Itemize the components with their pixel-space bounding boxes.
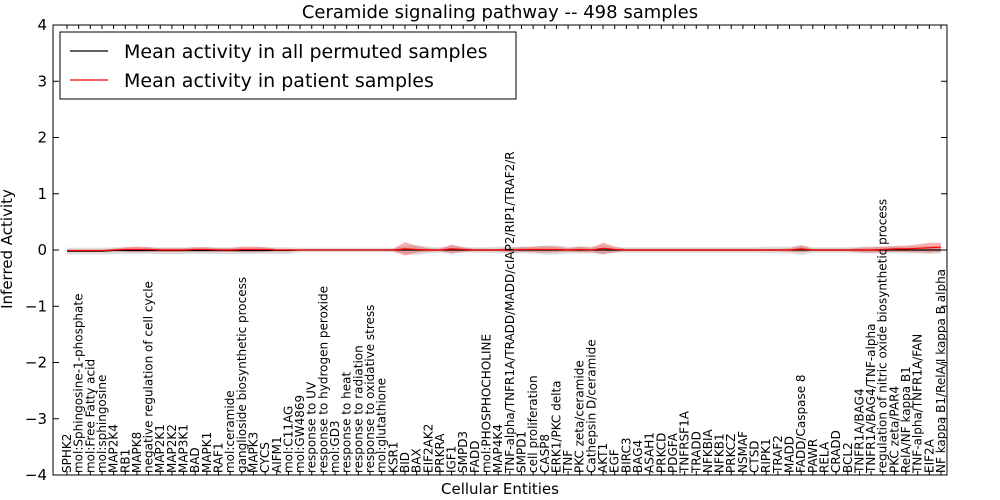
- x-tick-label: mol:Sphingosine-1-phosphate: [72, 294, 86, 474]
- legend-label-patient: Mean activity in patient samples: [124, 70, 434, 92]
- x-tick-label: mol:PHOSPHOCHOLINE: [480, 334, 494, 473]
- x-tick-label: MAPK1: [200, 432, 214, 473]
- x-tick-label: PAWR: [806, 439, 820, 473]
- x-tick-label: regulation of nitric oxide biosynthetic …: [876, 199, 890, 473]
- x-tick-label: response to UV: [305, 381, 319, 473]
- x-tick-label: EIF2AK2: [421, 424, 435, 473]
- x-tick-label: mol:GD3: [328, 420, 342, 473]
- x-tick-label: TNFR1A/BAG4/TNF-alpha: [864, 324, 878, 474]
- x-axis-tick-labels: SPHK2mol:Sphingosine-1-phosphatemol:Free…: [60, 25, 948, 475]
- x-tick-label: BAD: [188, 447, 202, 473]
- legend-label-permuted: Mean activity in all permuted samples: [124, 41, 487, 63]
- x-tick-label: RELA: [817, 441, 831, 473]
- y-tick-label: 2: [37, 129, 47, 147]
- x-tick-label: PRKCD: [654, 433, 668, 473]
- x-tick-label: TNFRSF1A: [678, 410, 692, 474]
- x-tick-label: MAPK8: [130, 432, 144, 473]
- x-tick-label: ERK1/PKC delta: [549, 380, 563, 473]
- y-tick-label: 0: [37, 241, 47, 259]
- y-tick-label: 4: [37, 16, 47, 34]
- x-tick-label: TNF-alpha/TNFR1A/TRADD/MADD/cIAP2/RIP1/T…: [503, 151, 517, 474]
- x-tick-label: AIFM1: [270, 436, 284, 473]
- series-lines: [67, 246, 942, 252]
- x-tick-label: TRAF2: [771, 435, 785, 474]
- x-tick-label: negative regulation of cell cycle: [142, 281, 156, 473]
- x-tick-label: BID: [398, 452, 412, 473]
- x-tick-label: ganglioside biosynthetic process: [235, 277, 249, 473]
- x-tick-label: CTSD: [748, 440, 762, 473]
- x-tick-label: response to heat: [340, 371, 354, 473]
- x-tick-label: IGF1: [445, 446, 459, 473]
- x-tick-label: MAPK3: [246, 432, 260, 473]
- y-tick-label: −3: [25, 410, 47, 428]
- y-tick-label: −1: [25, 297, 47, 315]
- x-tick-label: MADD: [783, 436, 797, 473]
- x-tick-label: BIRC3: [619, 437, 633, 473]
- x-tick-label: FADD/Caspase 8: [794, 374, 808, 473]
- x-tick-label: CRADD: [829, 430, 843, 473]
- y-tick-label: −2: [25, 354, 47, 372]
- legend-box: [59, 31, 517, 100]
- x-tick-label: PRKRA: [433, 433, 447, 473]
- x-tick-label: AKT1: [596, 443, 610, 473]
- x-tick-label: mol:Free Fatty acid: [83, 359, 97, 473]
- x-tick-label: PKC zeta/ceramide: [573, 360, 587, 473]
- x-tick-label: RAF1: [211, 442, 225, 473]
- x-tick-label: RelA/NF kappa B1: [899, 366, 913, 473]
- x-tick-label: MAP3K1: [177, 424, 191, 473]
- x-tick-label: mol:C11AG: [281, 406, 295, 473]
- x-tick-label: MAP2K4: [107, 424, 121, 473]
- x-axis-label: Cellular Entities: [441, 480, 559, 498]
- x-tick-label: KSR1: [386, 442, 400, 473]
- x-tick-label: response to radiation: [351, 345, 365, 473]
- x-tick-label: NF kappa B1/RelA/I kappa B alpha: [934, 269, 948, 473]
- x-tick-label: SMPD3: [456, 431, 470, 473]
- x-tick-label: MAP2K1: [153, 424, 167, 473]
- band-series-1: [67, 242, 941, 256]
- y-axis-label: Inferred Activity: [0, 189, 16, 309]
- x-tick-label: CYCS: [258, 442, 272, 473]
- x-tick-label: MAP4K4: [491, 424, 505, 473]
- x-tick-label: ASAH1: [643, 432, 657, 473]
- x-tick-label: EIF2A: [922, 438, 936, 473]
- y-tick-label: 3: [37, 72, 47, 90]
- plot-frame: [52, 24, 948, 476]
- x-tick-label: NSMAF: [736, 431, 750, 473]
- x-tick-label: TNF: [561, 450, 575, 474]
- x-tick-label: RB1: [118, 449, 132, 473]
- x-tick-label: PDGFA: [666, 432, 680, 473]
- x-tick-label: FADD: [468, 441, 482, 474]
- x-tick-label: mol:ceramide: [223, 390, 237, 473]
- x-tick-label: MAP2K2: [165, 424, 179, 473]
- x-tick-label: TRADD: [689, 431, 703, 474]
- x-tick-label: mol:glutathione: [375, 378, 389, 473]
- y-tick-label: 1: [37, 185, 47, 203]
- y-tick-label: −4: [25, 466, 47, 484]
- x-tick-label: PKC zeta/PAR4: [887, 386, 901, 473]
- legend: Mean activity in all permuted samples Me…: [59, 31, 517, 100]
- x-tick-label: mol:sphingosine: [95, 375, 109, 473]
- x-tick-label: cell proliferation: [526, 375, 540, 473]
- y-axis-ticks: −4 −3 −2 −1 0 1 2 3 4: [25, 16, 947, 484]
- x-tick-label: response to hydrogen peroxide: [316, 286, 330, 473]
- x-tick-label: TNF-alpha/TNFR1A/FAN: [911, 334, 925, 474]
- x-tick-label: BAX: [410, 448, 424, 473]
- line-series-1: [67, 246, 942, 252]
- x-tick-label: response to oxidative stress: [363, 305, 377, 473]
- x-tick-label: EGF: [608, 449, 622, 473]
- x-tick-label: NFKBIA: [701, 428, 715, 473]
- x-tick-label: NFKB1: [713, 433, 727, 473]
- chart-title: Ceramide signaling pathway -- 498 sample…: [302, 2, 698, 23]
- x-tick-label: TNFR1A/BAG4: [852, 388, 866, 474]
- x-tick-label: CASP8: [538, 434, 552, 473]
- x-tick-label: PRKCZ: [724, 434, 738, 473]
- x-tick-label: BCL2: [841, 442, 855, 473]
- x-tick-label: SPHK2: [60, 434, 74, 473]
- x-tick-label: RIPK1: [759, 438, 773, 473]
- x-tick-label: Cathepsin D/ceramide: [584, 339, 598, 473]
- x-tick-label: mol:GW4869: [293, 395, 307, 473]
- x-tick-label: SMPD1: [514, 431, 528, 473]
- x-tick-label: BAG4: [631, 440, 645, 473]
